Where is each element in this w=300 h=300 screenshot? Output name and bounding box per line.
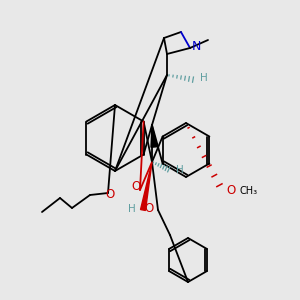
Text: H: H [200, 73, 208, 83]
Text: N: N [192, 40, 201, 52]
Text: O: O [105, 188, 115, 202]
Text: H: H [128, 204, 136, 214]
Text: H: H [176, 165, 184, 175]
Text: O: O [131, 181, 141, 194]
Polygon shape [140, 162, 152, 211]
Text: O: O [144, 202, 153, 215]
Text: CH₃: CH₃ [240, 186, 258, 196]
Text: O: O [226, 184, 235, 196]
Polygon shape [151, 125, 157, 147]
